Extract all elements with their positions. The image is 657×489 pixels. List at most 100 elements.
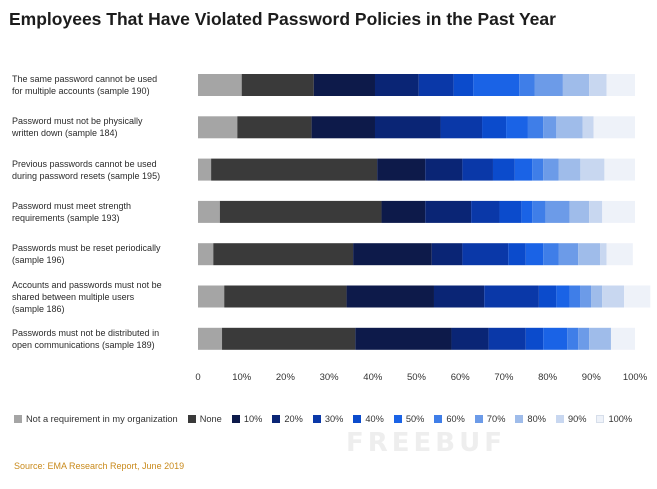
bar-segment-row4-10- xyxy=(381,200,426,223)
legend-item: 60% xyxy=(434,414,465,424)
bar-segment-row5-50- xyxy=(525,243,544,266)
bar-segment-row4-30- xyxy=(471,200,500,223)
bar-segment-row6-10- xyxy=(346,285,434,308)
legend-item: 70% xyxy=(474,414,506,424)
legend-swatch xyxy=(393,415,402,423)
bar-segment-row6-80- xyxy=(591,285,603,308)
x-tick-label: 50% xyxy=(407,372,427,383)
bar-segment-row2-80- xyxy=(556,116,583,139)
bar-segment-row2-not-a-requirement-in-my-organization xyxy=(198,116,238,139)
legend-swatch xyxy=(434,415,443,423)
legend-item: Not a requirement in my organization xyxy=(14,414,178,424)
bar-segment-row6-30- xyxy=(484,285,539,308)
category-label-line: requirements (sample 193) xyxy=(12,212,120,223)
bar-segment-row4-70- xyxy=(545,200,570,223)
category-label-line: during password resets (sample 195) xyxy=(12,170,161,181)
legend-item: 90% xyxy=(555,414,586,424)
bar-segment-row1-20- xyxy=(374,74,419,96)
category-label-line: Previous passwords cannot be used xyxy=(12,158,157,169)
category-label-line: shared between multiple users xyxy=(12,291,135,302)
x-tick-label: 20% xyxy=(276,372,296,383)
bar-segment-row5-10- xyxy=(353,243,432,266)
legend-swatch xyxy=(312,415,321,423)
bar-segment-row1-70- xyxy=(534,74,563,96)
bar-segment-row1-40- xyxy=(453,74,474,96)
bar-segment-row3-10- xyxy=(377,158,426,181)
legend-label: 40% xyxy=(365,414,384,424)
bar-segment-row7-40- xyxy=(525,327,544,350)
legend-item: 30% xyxy=(312,414,343,424)
category-label-line: The same password cannot be used xyxy=(12,74,158,84)
legend-label: 60% xyxy=(446,414,465,424)
bar-segment-row7-100- xyxy=(610,327,635,350)
bar-segment-row6-90- xyxy=(602,285,625,308)
category-label: Accounts and passwords must not be shared… xyxy=(12,279,192,315)
x-tick-label: 10% xyxy=(232,372,252,383)
bar-segment-row6-70- xyxy=(580,285,592,308)
legend-item: 50% xyxy=(393,414,425,424)
legend-swatch xyxy=(555,415,564,423)
x-tick-label: 30% xyxy=(320,372,340,383)
x-tick-label: 60% xyxy=(451,372,471,383)
bar-segment-row4-80- xyxy=(569,200,590,223)
category-label-line: Passwords must not be distributed in xyxy=(12,327,160,338)
category-label: Previous passwords cannot be used during … xyxy=(12,158,192,182)
legend-label: 50% xyxy=(405,414,425,424)
bar-segment-row2-40- xyxy=(482,116,507,139)
category-label-line: for multiple accounts (sample 190) xyxy=(12,86,150,96)
bar-segment-row3-50- xyxy=(514,158,533,181)
watermark-logo: FREEBUF xyxy=(346,428,506,458)
bar-segment-row1-60- xyxy=(519,74,535,96)
legend-swatch xyxy=(596,415,605,423)
legend-swatch xyxy=(474,415,483,423)
legend-item: 10% xyxy=(231,414,263,424)
bar-segment-row7-70- xyxy=(578,327,590,350)
bar-segment-row6-60- xyxy=(569,285,581,308)
bar-segment-row2-50- xyxy=(506,116,528,139)
bar-segment-row3-80- xyxy=(558,158,581,181)
bar-segment-row6-20- xyxy=(433,285,485,308)
bar-segment-row1-90- xyxy=(589,74,607,96)
legend-label: 70% xyxy=(486,414,506,424)
bar-segment-row3-90- xyxy=(580,158,605,181)
bar-segment-row5-none xyxy=(213,243,354,266)
x-tick-label: 80% xyxy=(538,372,558,383)
x-tick-label: 40% xyxy=(363,372,383,383)
chart-legend: Not a requirement in my organization None… xyxy=(14,411,642,427)
bar-segment-row6-50- xyxy=(556,285,570,308)
bar-segment-row4-none xyxy=(219,200,382,223)
category-label-line: (sample 196) xyxy=(12,255,65,266)
bar-segment-row3-40- xyxy=(492,158,515,181)
bar-segment-row3-not-a-requirement-in-my-organization xyxy=(198,158,212,181)
bar-segment-row4-20- xyxy=(425,200,472,223)
x-tick-label: 90% xyxy=(582,372,602,383)
legend-swatch xyxy=(187,415,196,423)
legend-label: 80% xyxy=(527,414,546,424)
bar-segment-row5-40- xyxy=(508,243,526,266)
x-tick-label: 100% xyxy=(623,372,648,383)
bar-segment-row5-30- xyxy=(462,243,509,266)
legend-label: None xyxy=(199,414,222,424)
x-tick-label: 70% xyxy=(494,372,514,383)
bar-segment-row3-70- xyxy=(543,158,559,181)
category-label-line: written down (sample 184) xyxy=(12,128,118,139)
bar-segment-row5-100- xyxy=(606,243,633,266)
bar-segment-row1-100- xyxy=(606,74,635,96)
bar-segment-row6-none xyxy=(224,285,347,308)
bar-segment-row5-80- xyxy=(578,243,601,266)
legend-label: 100% xyxy=(608,414,633,424)
category-label: Passwords must be reset periodically (sam… xyxy=(12,242,192,266)
category-label-line: (sample 186) xyxy=(12,303,65,314)
bar-segment-row7-10- xyxy=(355,327,452,350)
legend-label: 10% xyxy=(243,414,263,424)
bar-segment-row2-100- xyxy=(593,116,635,139)
category-label-line: Accounts and passwords must not be xyxy=(12,279,162,290)
bar-segment-row7-60- xyxy=(567,327,579,350)
bar-segment-row1-30- xyxy=(418,74,454,96)
bar-segment-row1-10- xyxy=(313,74,375,96)
category-label-line: open communications (sample 189) xyxy=(12,339,155,350)
chart-title: Employees That Have Violated Password Po… xyxy=(9,9,556,29)
bar-segment-row6-40- xyxy=(538,285,557,308)
bar-segment-row3-60- xyxy=(532,158,544,181)
category-label: Password must meet strength requirements … xyxy=(12,200,192,224)
